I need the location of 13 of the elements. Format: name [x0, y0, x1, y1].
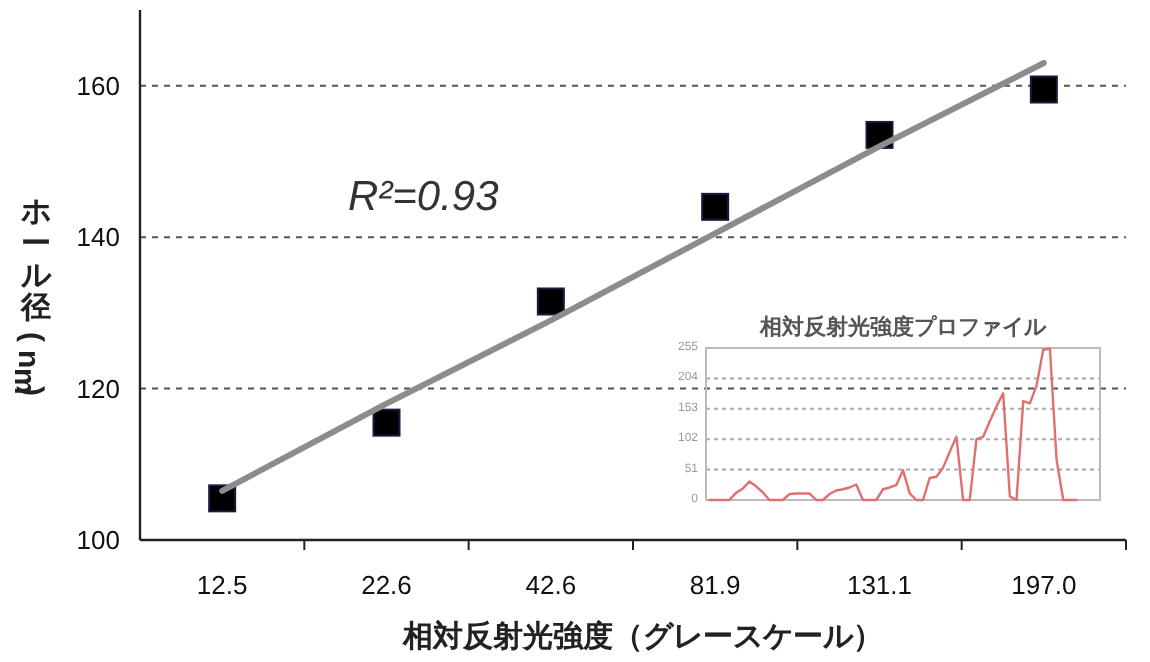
ytick: 160: [76, 70, 120, 101]
xtick: 12.5: [196, 570, 248, 600]
ytick: 100: [76, 525, 120, 555]
xtick: 22.6: [361, 570, 412, 600]
title: 相対反射光強度プロファイル: [760, 316, 1046, 340]
xtick: 81.9: [689, 570, 741, 600]
ytick: 120: [76, 373, 120, 404]
xtick: 131.1: [846, 570, 913, 600]
xlabel: 相対反射光強度（グレースケール）: [403, 620, 883, 654]
xtick: 197.0: [1011, 570, 1077, 600]
ytick: 140: [76, 222, 120, 253]
xtick: 42.6: [525, 570, 577, 600]
annotation: R²=0.93: [348, 174, 499, 220]
